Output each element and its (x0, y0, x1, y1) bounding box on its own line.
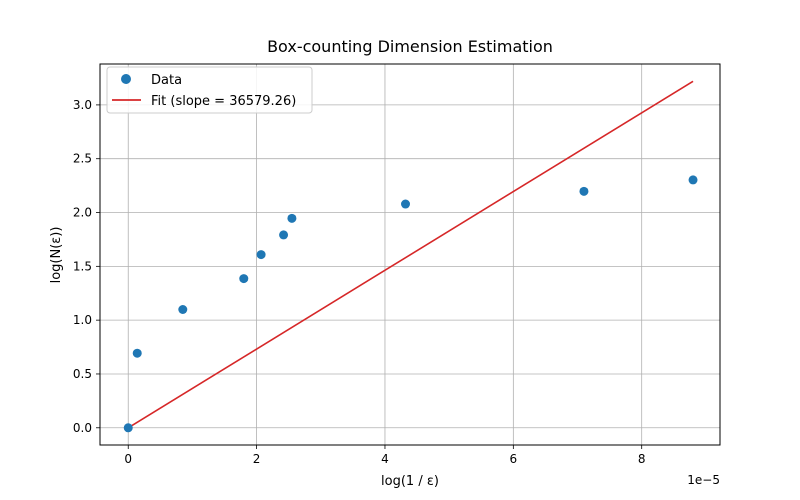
y-tick-label: 1.5 (73, 259, 92, 273)
x-axis-offset-label: 1e−5 (687, 473, 720, 487)
data-point (287, 213, 297, 223)
x-tick-label: 4 (381, 452, 389, 466)
y-tick-label: 2.0 (73, 206, 92, 220)
y-tick-label: 3.0 (73, 98, 92, 112)
legend-marker-data (121, 74, 131, 84)
legend-box (106, 66, 313, 114)
y-tick-label: 0.5 (73, 367, 92, 381)
chart-title: Box-counting Dimension Estimation (267, 37, 553, 56)
y-tick-label: 0.0 (73, 421, 92, 435)
legend: Data Fit (slope = 36579.26) (106, 66, 313, 114)
grid (100, 64, 720, 445)
y-tick-label: 2.5 (73, 152, 92, 166)
data-point (688, 175, 698, 185)
data-point (123, 423, 133, 433)
y-tick-label: 1.0 (73, 313, 92, 327)
legend-label-fit: Fit (slope = 36579.26) (151, 94, 296, 109)
plot-area (123, 80, 698, 433)
plot-frame (99, 63, 721, 446)
fit-line (127, 80, 694, 429)
x-tick-label: 8 (638, 452, 646, 466)
x-tick-label: 2 (253, 452, 261, 466)
data-point (401, 199, 411, 209)
data-point (239, 274, 249, 284)
data-point (579, 186, 589, 196)
x-axis-label: log(1 / ε) (381, 474, 439, 489)
data-point (178, 304, 188, 314)
data-point (132, 348, 142, 358)
x-tick-label: 0 (124, 452, 132, 466)
y-axis-label: log(N(ε)) (49, 227, 64, 284)
data-point (256, 250, 266, 260)
legend-label-data: Data (151, 73, 182, 88)
ticks: 0 2 4 6 8 0.0 0.5 1.0 1.5 2.0 2.5 3.0 (73, 98, 646, 466)
data-point (279, 230, 289, 240)
x-tick-label: 6 (510, 452, 518, 466)
